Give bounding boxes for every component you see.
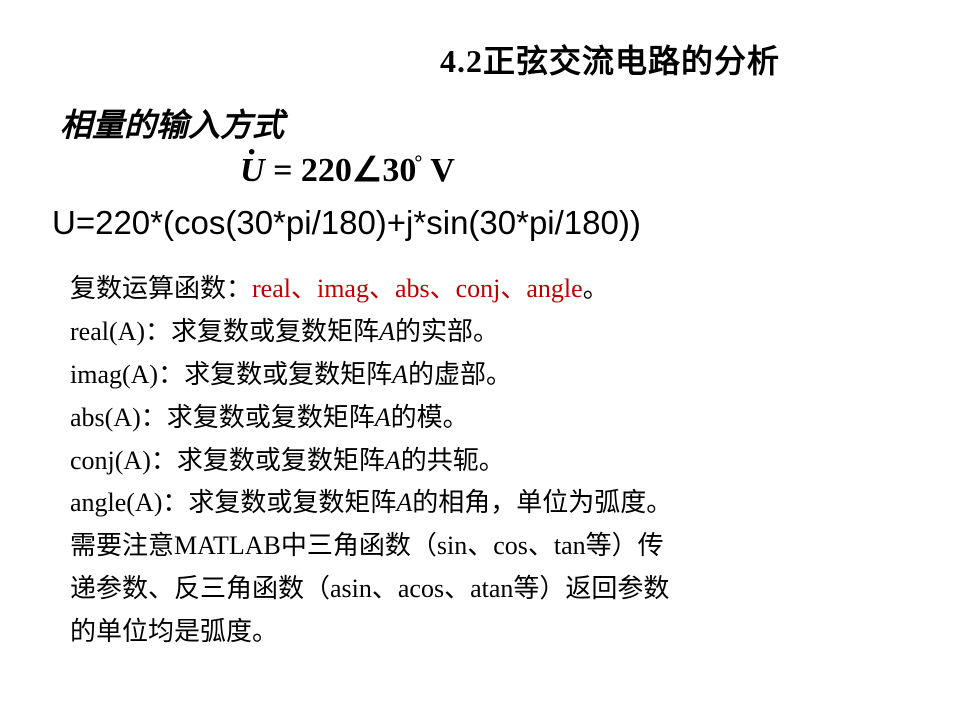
line-3: imag(A)：求复数或复数矩阵A的虚部。 — [70, 354, 920, 397]
formula-angle: 30 — [382, 152, 416, 189]
l2b: A — [379, 317, 395, 346]
l6b: A — [396, 488, 412, 517]
formula-eq: = 220 — [265, 152, 352, 189]
matlab-code: U=220*(cos(30*pi/180)+j*sin(30*pi/180)) — [52, 204, 920, 242]
l5a: conj(A)：求复数或复数矩阵 — [70, 446, 385, 475]
formula-var: U — [240, 152, 265, 189]
l4c: 的模。 — [391, 403, 469, 432]
page: 4.2正弦交流电路的分析 相量的输入方式 U = 220∠30° V U=220… — [0, 0, 960, 654]
phasor-formula: U = 220∠30° V — [240, 150, 920, 190]
l4a: abs(A)：求复数或复数矩阵 — [70, 403, 375, 432]
line-7: 需要注意MATLAB中三角函数（sin、cos、tan等）传 — [70, 525, 920, 568]
line-2: real(A)：求复数或复数矩阵A的实部。 — [70, 311, 920, 354]
angle-symbol: ∠ — [352, 151, 382, 189]
line-1: 复数运算函数：real、imag、abs、conj、angle。 — [70, 268, 920, 311]
sub-heading: 相量的输入方式 — [60, 100, 920, 146]
body-text: 复数运算函数：real、imag、abs、conj、angle。 real(A)… — [70, 268, 920, 654]
l3b: A — [392, 360, 408, 389]
line-4: abs(A)：求复数或复数矩阵A的模。 — [70, 397, 920, 440]
formula-unit: V — [422, 152, 454, 189]
l3c: 的虚部。 — [408, 360, 512, 389]
l5c: 的共轭。 — [401, 446, 505, 475]
l2a: real(A)：求复数或复数矩阵 — [70, 317, 379, 346]
l5b: A — [385, 446, 401, 475]
line-9: 的单位均是弧度。 — [70, 611, 920, 654]
section-title: 4.2正弦交流电路的分析 — [300, 36, 920, 82]
l2c: 的实部。 — [395, 317, 499, 346]
l1-pre: 复数运算函数： — [70, 274, 252, 303]
line-8: 递参数、反三角函数（asin、acos、atan等）返回参数 — [70, 568, 920, 611]
l1-red: real、imag、abs、conj、angle — [252, 274, 583, 303]
l1-post: 。 — [583, 274, 609, 303]
line-5: conj(A)：求复数或复数矩阵A的共轭。 — [70, 440, 920, 483]
l4b: A — [375, 403, 391, 432]
l6c: 的相角，单位为弧度。 — [412, 488, 672, 517]
line-6: angle(A)：求复数或复数矩阵A的相角，单位为弧度。 — [70, 482, 920, 525]
l6a: angle(A)：求复数或复数矩阵 — [70, 488, 396, 517]
l3a: imag(A)：求复数或复数矩阵 — [70, 360, 392, 389]
